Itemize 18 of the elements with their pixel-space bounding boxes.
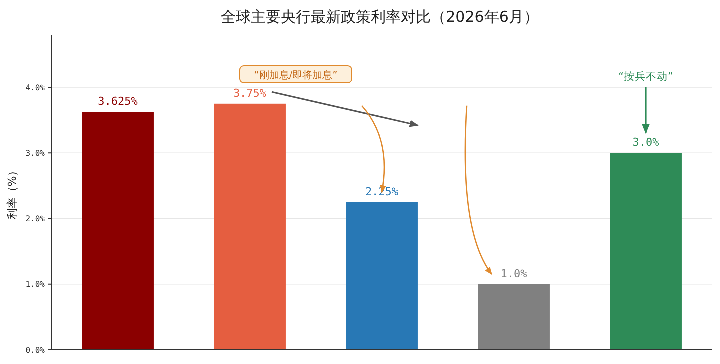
bar xyxy=(346,202,418,350)
bar xyxy=(478,284,550,350)
bar xyxy=(610,153,682,350)
annotation: “刚加息/即将加息” xyxy=(254,70,338,82)
y-tick-label: 2.0% xyxy=(26,214,46,224)
annotation: “按兵不动” xyxy=(618,70,674,83)
y-tick-label: 3.0% xyxy=(26,148,46,158)
bar xyxy=(214,104,286,350)
y-tick-label: 4.0% xyxy=(26,83,46,92)
data-label: 3.0% xyxy=(632,136,660,150)
data-label: 3.75% xyxy=(233,86,267,100)
data-label: 3.625% xyxy=(98,95,138,108)
y-tick-label: 0.0% xyxy=(26,346,46,355)
y-axis-title: 利率（%） xyxy=(6,165,19,220)
data-label: 1.0% xyxy=(500,267,528,280)
chart-title: 全球主要央行最新政策利率对比（2026年6月） xyxy=(221,8,539,26)
bar xyxy=(82,112,154,350)
y-tick-label: 1.0% xyxy=(26,280,46,290)
